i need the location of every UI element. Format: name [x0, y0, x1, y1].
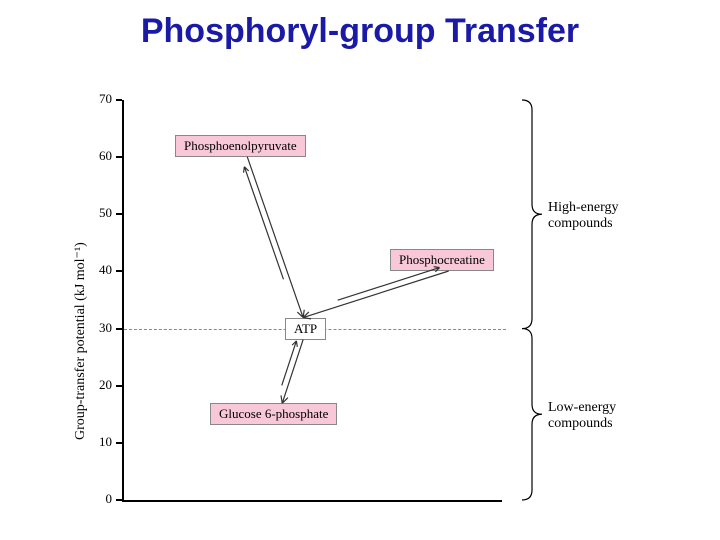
compound-pcr: Phosphocreatine	[390, 249, 494, 271]
bracket-1	[522, 329, 542, 500]
x-axis	[122, 500, 502, 502]
y-tick-label: 40	[88, 262, 112, 278]
compound-g6p: Glucose 6-phosphate	[210, 403, 337, 425]
y-tick-label: 10	[88, 434, 112, 450]
y-tick	[116, 213, 122, 215]
bracket-label-1: Low-energycompounds	[548, 400, 616, 432]
y-tick	[116, 99, 122, 101]
brackets-layer	[50, 90, 690, 520]
y-tick	[116, 156, 122, 158]
bracket-label-0: High-energycompounds	[548, 200, 619, 232]
arrow-pcr-atp	[303, 267, 449, 319]
arrow-atp-g6p	[281, 340, 303, 404]
compound-pep: Phosphoenolpyruvate	[175, 135, 306, 157]
page-title: Phosphoryl-group Transfer	[0, 0, 720, 51]
y-tick-label: 50	[88, 205, 112, 221]
y-tick	[116, 499, 122, 501]
y-tick-label: 70	[88, 91, 112, 107]
chart-area: Group-transfer potential (kJ mol⁻¹) 0 10 2…	[50, 90, 690, 520]
arrows-layer	[50, 90, 690, 520]
y-tick	[116, 385, 122, 387]
y-tick-label: 0	[88, 491, 112, 507]
compound-atp: ATP	[285, 318, 326, 340]
y-axis	[122, 100, 124, 500]
bracket-0	[522, 100, 542, 329]
y-tick	[116, 328, 122, 330]
arrow-pep-atp	[244, 157, 305, 318]
y-tick-label: 60	[88, 148, 112, 164]
y-axis-title: Group-transfer potential (kJ mol⁻¹)	[72, 242, 89, 440]
y-tick	[116, 442, 122, 444]
y-tick-label: 30	[88, 320, 112, 336]
y-tick	[116, 270, 122, 272]
y-tick-label: 20	[88, 377, 112, 393]
